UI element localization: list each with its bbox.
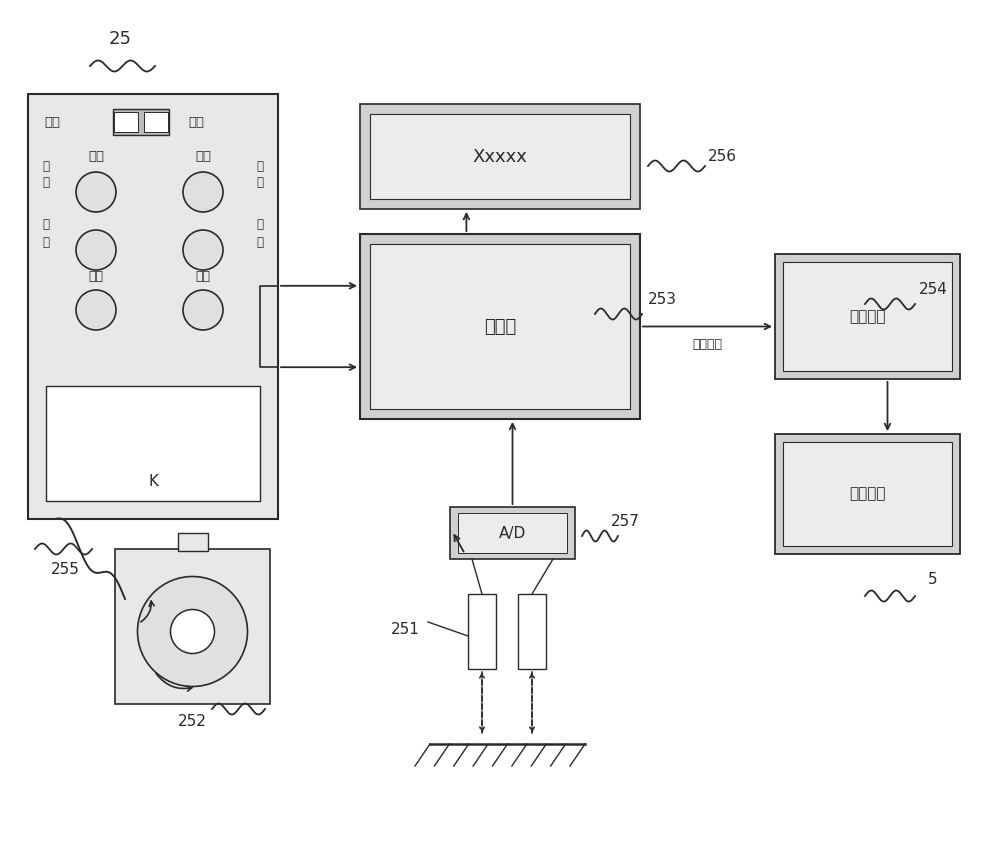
Circle shape [183, 290, 223, 330]
Bar [28, 94, 278, 519]
Text: -: - [200, 241, 206, 259]
Circle shape [76, 290, 116, 330]
Text: 控制器: 控制器 [484, 317, 516, 335]
Text: -: - [93, 241, 99, 259]
Text: 驱动机构: 驱动机构 [849, 309, 886, 324]
Text: 252: 252 [178, 715, 206, 729]
Text: 升: 升 [43, 176, 50, 189]
Text: A/D: A/D [499, 525, 526, 541]
Bar [144, 112, 168, 132]
Text: 255: 255 [51, 562, 79, 576]
Text: 256: 256 [708, 149, 736, 163]
Bar [518, 594, 546, 669]
Text: K: K [148, 474, 158, 489]
Bar [783, 262, 952, 371]
Bar [115, 549, 270, 704]
Text: 下: 下 [43, 219, 50, 232]
Bar [775, 434, 960, 554]
Text: 251: 251 [391, 621, 419, 637]
Bar [360, 104, 640, 209]
Text: 下: 下 [257, 219, 264, 232]
Bar [360, 234, 640, 419]
Text: 253: 253 [648, 291, 676, 307]
Text: 上: 上 [43, 160, 50, 173]
Text: +: + [90, 185, 102, 200]
Bar [46, 386, 260, 501]
Text: 手动: 手动 [189, 116, 205, 129]
Text: 细调: 细调 [195, 149, 211, 162]
Text: 降: 降 [257, 236, 264, 249]
Bar [450, 507, 575, 559]
Bar [114, 112, 138, 132]
Text: 25: 25 [109, 30, 132, 48]
Text: Xxxxx: Xxxxx [473, 148, 527, 166]
Bar [775, 254, 960, 379]
Text: 粗调: 粗调 [88, 149, 104, 162]
Circle shape [76, 230, 116, 270]
Circle shape [76, 172, 116, 212]
Text: 上: 上 [257, 160, 264, 173]
Circle shape [171, 609, 215, 653]
Bar [370, 114, 630, 199]
Text: 254: 254 [919, 282, 947, 296]
Text: +: + [197, 185, 209, 200]
Text: 控制信号: 控制信号 [692, 338, 722, 351]
Bar [458, 513, 567, 553]
Circle shape [138, 576, 248, 687]
Bar [468, 594, 496, 669]
Bar [783, 442, 952, 546]
Bar [370, 244, 630, 409]
Text: 5: 5 [928, 571, 938, 587]
Text: 启动: 启动 [89, 270, 104, 283]
Bar [113, 109, 169, 135]
Text: 降: 降 [43, 236, 50, 249]
Circle shape [183, 172, 223, 212]
Bar [178, 533, 208, 551]
Text: 升: 升 [257, 176, 264, 189]
Text: 自动: 自动 [44, 116, 60, 129]
Text: 257: 257 [611, 514, 639, 530]
Text: 执行机构: 执行机构 [849, 486, 886, 501]
Text: 停止: 停止 [196, 270, 211, 283]
Circle shape [183, 230, 223, 270]
